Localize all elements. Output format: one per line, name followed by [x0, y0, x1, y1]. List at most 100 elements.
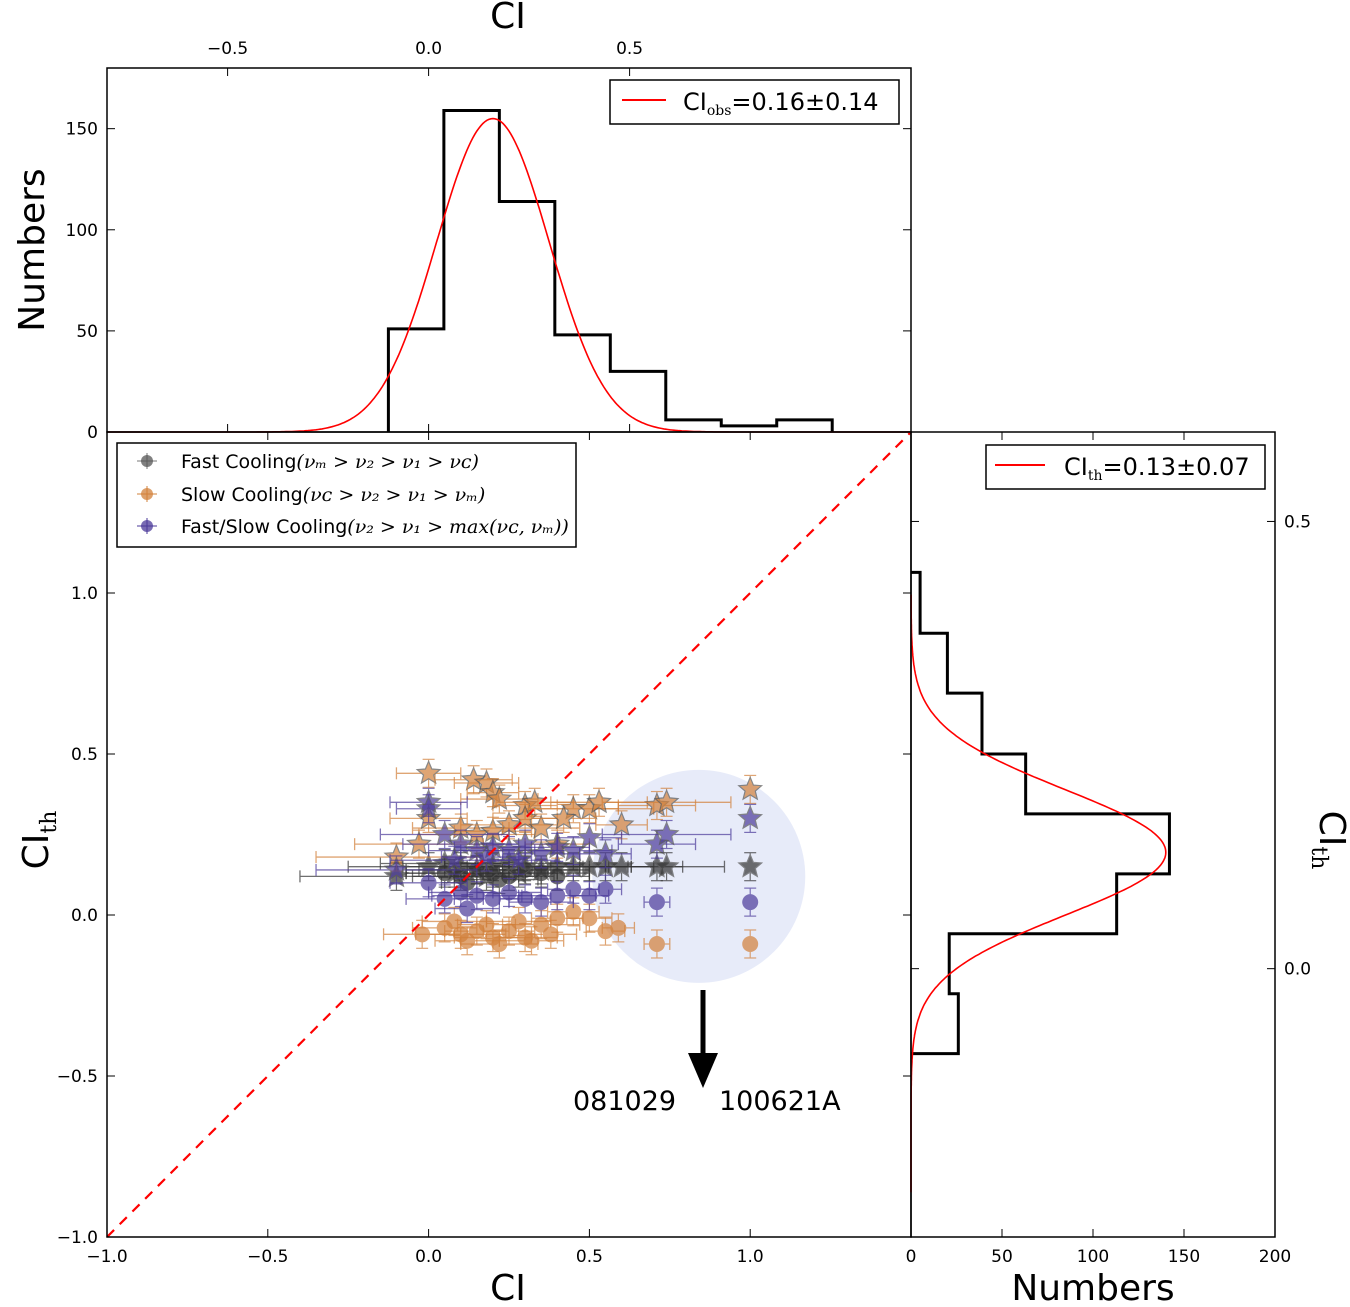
right-xtick-label: 0 — [906, 1247, 917, 1267]
star-marker — [528, 814, 555, 840]
right-ytick-label: 0.0 — [1284, 960, 1311, 980]
data-point — [434, 926, 501, 956]
main-xtick-label: 1.0 — [737, 1247, 764, 1267]
circle-marker — [542, 926, 559, 943]
main-xtick-label: −1.0 — [86, 1247, 127, 1267]
data-point — [601, 819, 732, 850]
main-legend: Fast Cooling(νₘ > ν₂ > ν₁ > νᴄ) Slow Coo… — [116, 442, 577, 548]
circle-marker — [597, 923, 614, 940]
star-marker — [431, 820, 458, 846]
main-legend-box — [116, 442, 577, 548]
data-point — [579, 839, 632, 869]
circle-marker — [459, 900, 476, 917]
data-point — [379, 819, 510, 850]
right-histogram-steps — [911, 570, 1171, 1056]
data-point — [498, 926, 565, 956]
main-ytick-label: 1.0 — [71, 584, 98, 604]
circle-marker — [549, 910, 566, 927]
star-marker — [383, 856, 410, 881]
circle-marker — [510, 913, 527, 930]
slow-cooling-marker-icon — [141, 488, 153, 500]
circle-marker — [581, 910, 598, 927]
top-legend: CIobs=0.16±0.14 — [609, 79, 900, 125]
main-ytick-label: −1.0 — [57, 1228, 98, 1248]
data-point — [742, 887, 759, 917]
star-marker — [653, 788, 680, 814]
circle-marker — [459, 932, 476, 949]
fast-slow-cooling-marker-icon — [141, 520, 153, 532]
star-marker — [406, 830, 432, 856]
circle-marker — [501, 884, 517, 901]
main-xtick-label: 0.5 — [576, 1247, 603, 1267]
right-xlabel: Numbers — [1011, 1268, 1174, 1307]
main-xlabel: CI — [490, 1268, 526, 1307]
main-xtick-label: −0.5 — [247, 1247, 288, 1267]
circle-marker — [446, 913, 463, 930]
right-histogram-panel: 0 50 100 150 200 0.0 0.5 Numbers CIth CIth=0.1… — [906, 431, 1350, 1307]
main-ytick-label: 0.5 — [71, 745, 98, 765]
circle-marker — [648, 894, 665, 911]
star-marker — [528, 840, 555, 865]
annotation-arrow — [688, 990, 718, 1088]
top-xtick-label: 0.5 — [616, 39, 643, 59]
data-point — [508, 887, 574, 917]
legend-label-fast-cooling: Fast Cooling(νₘ > ν₂ > ν₁ > νᴄ) — [181, 451, 479, 473]
right-histogram-frame — [910, 431, 1276, 1238]
circle-marker — [565, 903, 582, 920]
top-legend-label: CIobs=0.16±0.14 — [683, 88, 879, 119]
data-point — [395, 758, 462, 788]
star-marker — [653, 853, 680, 878]
star-marker — [415, 759, 442, 785]
circle-marker — [549, 887, 566, 904]
top-legend-box — [609, 79, 900, 125]
top-ytick-label: 100 — [66, 221, 98, 241]
main-ticks: −1.0 −0.5 0.0 0.5 1.0 −1.0 −0.5 0.0 0.5 1.0 — [57, 432, 911, 1267]
right-ylabel: CIth — [1306, 811, 1350, 870]
top-ytick-label: 0 — [87, 423, 98, 443]
star-marker — [608, 811, 635, 836]
circle-marker — [420, 874, 437, 891]
fast-cooling-marker-icon — [141, 455, 153, 467]
top-xtick-label: 0.0 — [415, 39, 442, 59]
legend-entry-slow-cooling: Slow Cooling(νᴄ > ν₂ > ν₁ > νₘ) — [137, 484, 485, 506]
star-marker — [544, 833, 571, 859]
circle-marker — [523, 932, 540, 949]
circle-marker — [742, 894, 759, 911]
star-marker — [473, 862, 500, 888]
main-xtick-label: 0.0 — [415, 1247, 442, 1267]
data-point — [395, 794, 462, 824]
data-point — [737, 852, 764, 882]
right-legend: CIth=0.13±0.07 — [985, 444, 1266, 490]
arrow-down-icon — [688, 1053, 718, 1088]
data-point — [421, 906, 488, 937]
data-point — [485, 906, 552, 937]
star-marker — [486, 785, 513, 811]
top-histogram-steps — [386, 108, 834, 432]
star-marker — [737, 804, 764, 830]
main-scatter-panel: −1.0 −0.5 0.0 0.5 1.0 −1.0 −0.5 0.0 0.5 1.0 CI CI… — [16, 431, 912, 1307]
data-point — [643, 929, 671, 959]
star-marker — [592, 840, 619, 865]
circle-marker — [610, 919, 627, 936]
star-marker — [521, 788, 548, 814]
circle-marker — [533, 894, 550, 911]
data-point — [566, 903, 613, 933]
legend-label-fast-slow-cooling: Fast/Slow Cooling(ν₂ > ν₁ > max(νᴄ, νₘ)) — [181, 516, 569, 538]
data-point — [588, 874, 623, 904]
data-point — [434, 765, 513, 795]
data-point — [601, 913, 636, 943]
data-point — [389, 868, 468, 898]
data-point — [595, 810, 648, 840]
data-point — [556, 823, 623, 853]
star-marker — [586, 788, 612, 814]
legend-entry-fast-slow-cooling: Fast/Slow Cooling(ν₂ > ν₁ > max(νᴄ, νₘ)) — [137, 516, 569, 538]
annotation-grb-100621a: 100621A — [719, 1086, 841, 1117]
circle-marker — [452, 884, 469, 901]
star-marker — [737, 775, 764, 801]
data-point — [501, 839, 581, 869]
top-xlabel: CI — [490, 0, 526, 37]
circle-marker — [484, 890, 501, 907]
data-point — [434, 893, 501, 924]
right-xtick-label: 150 — [1168, 1247, 1200, 1267]
data-point — [742, 929, 759, 959]
